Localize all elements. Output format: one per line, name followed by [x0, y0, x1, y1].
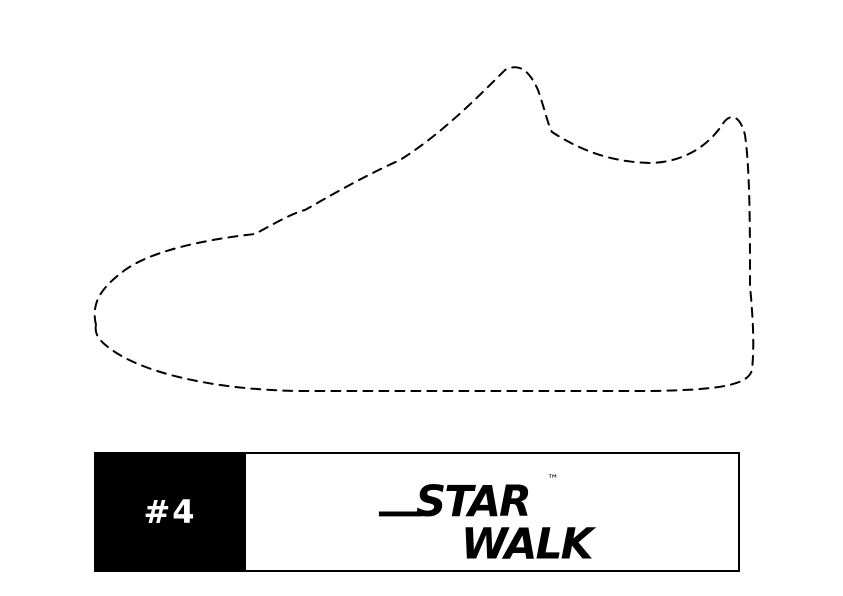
product-number: #4: [96, 454, 244, 570]
brand-line-1: STAR: [416, 478, 530, 527]
trademark-symbol: ™: [547, 472, 559, 486]
shoe-outline-path: [93, 66, 755, 392]
brand-logo: STAR WALK ™: [244, 454, 738, 570]
shoe-outline: [93, 66, 755, 392]
product-label: #4 STAR WALK ™: [94, 452, 740, 572]
brand-line-2: WALK: [461, 520, 597, 569]
